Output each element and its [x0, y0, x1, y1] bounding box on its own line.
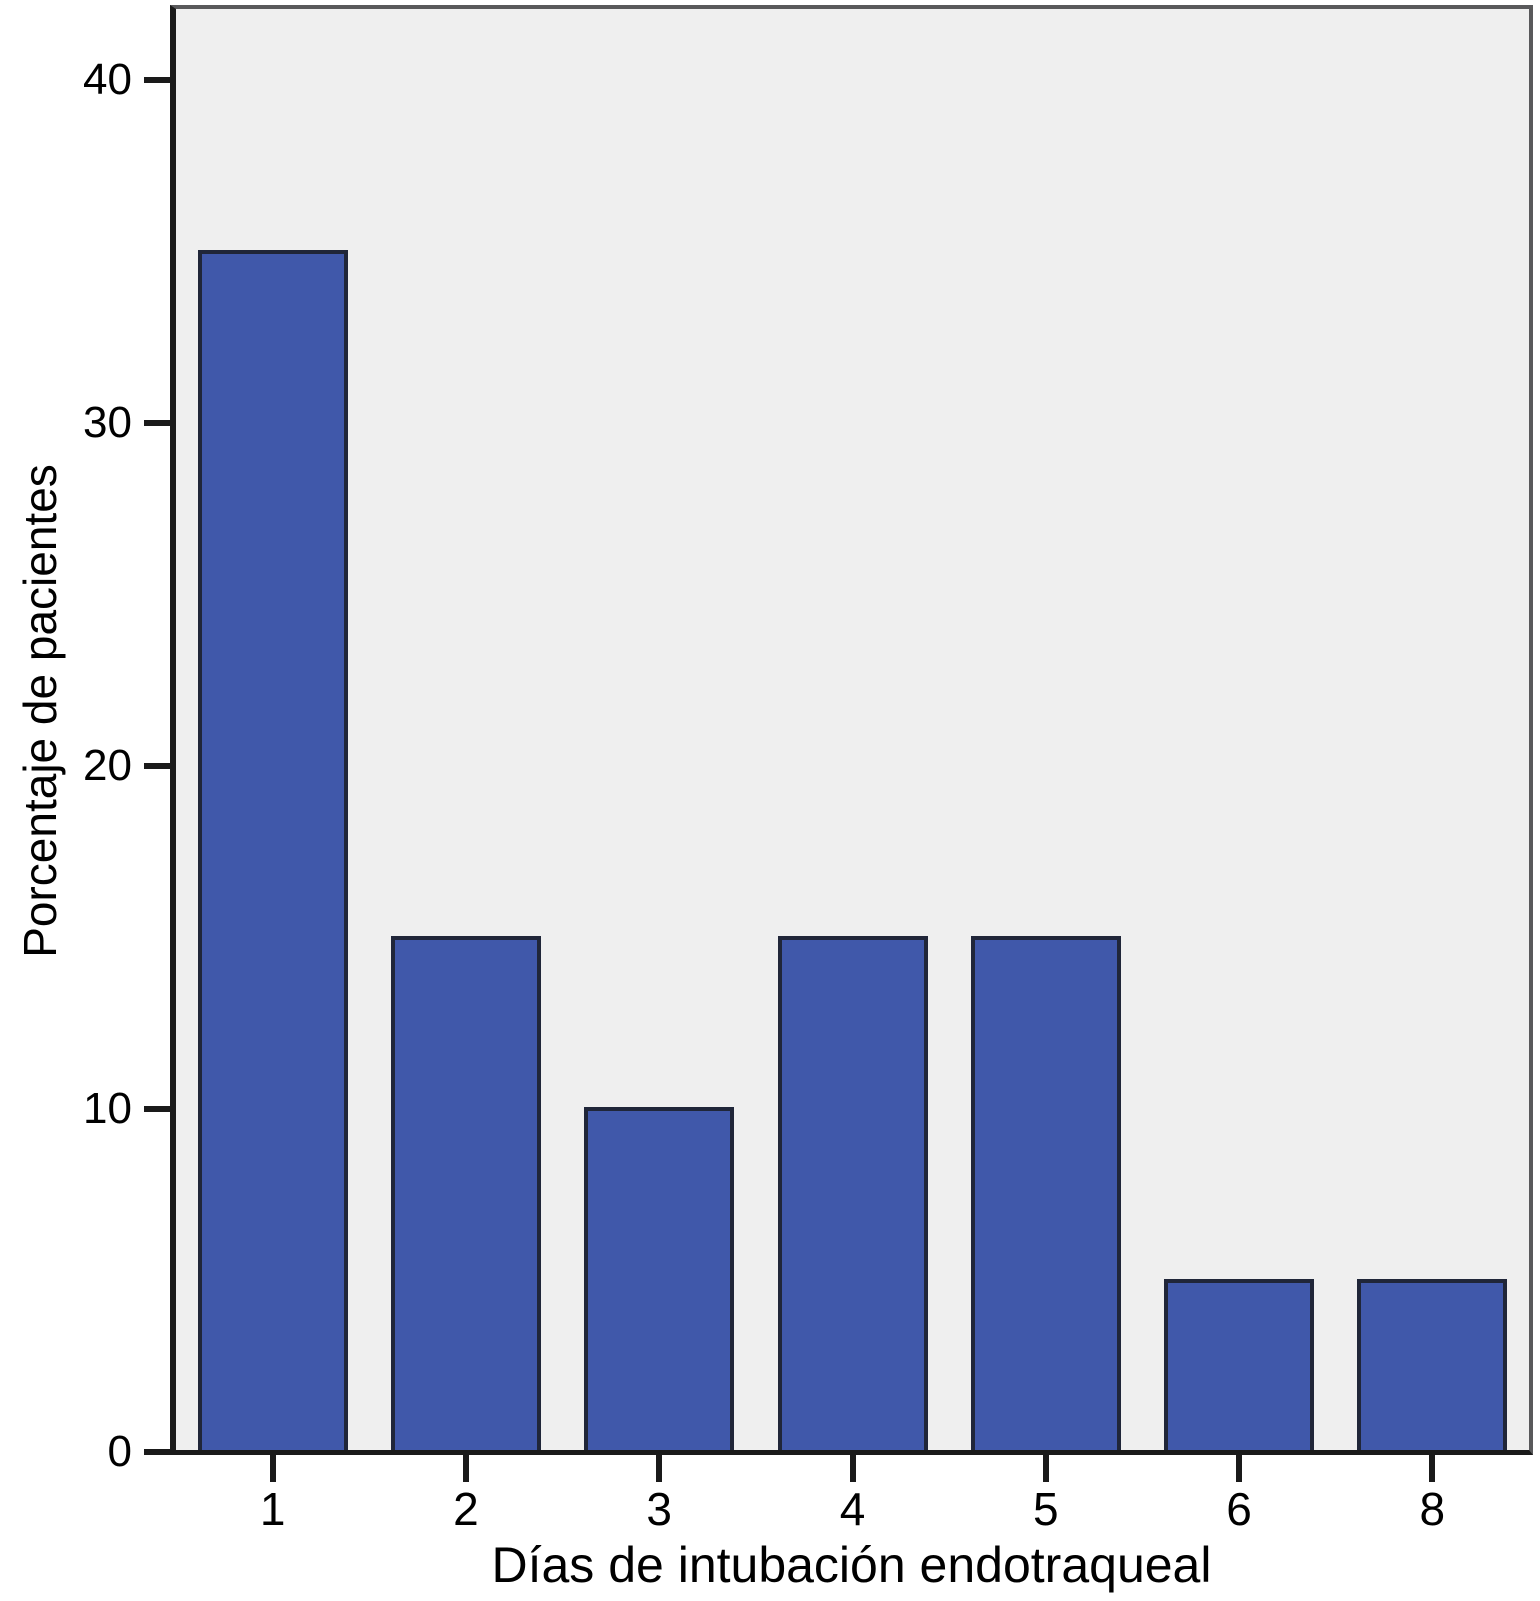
x-tick-mark [656, 1455, 663, 1482]
x-tick-mark [462, 1455, 469, 1482]
x-tick-label: 1 [259, 1483, 286, 1535]
y-tick-label: 30 [83, 398, 132, 447]
x-tick-mark [849, 1455, 856, 1482]
x-axis-label: Días de intubación endotraqueal [491, 1537, 1212, 1593]
bar-day-4 [777, 935, 928, 1450]
bar-day-8 [1357, 1278, 1508, 1450]
y-tick-label: 10 [83, 1084, 132, 1133]
bar-day-5 [970, 935, 1121, 1450]
x-tick-label: 6 [1226, 1483, 1252, 1535]
y-tick-mark [144, 1106, 171, 1112]
bar-day-3 [584, 1107, 735, 1450]
plot-area [170, 5, 1533, 1455]
y-tick-mark [144, 420, 171, 426]
x-tick-label: 8 [1419, 1483, 1446, 1535]
x-tick-mark [1236, 1455, 1243, 1482]
y-tick-label: 20 [83, 741, 132, 790]
x-tick-mark [269, 1455, 276, 1482]
x-tick-label: 2 [453, 1483, 479, 1535]
bars-container [176, 9, 1529, 1450]
y-tick-mark [144, 1449, 171, 1455]
y-tick-label: 40 [83, 55, 132, 104]
bar-day-6 [1164, 1278, 1315, 1450]
bar-day-2 [390, 935, 541, 1450]
x-tick-label: 3 [646, 1483, 672, 1535]
x-tick-label: 5 [1032, 1483, 1059, 1535]
x-tick-mark [1429, 1455, 1436, 1482]
y-tick-label: 0 [107, 1427, 132, 1476]
y-tick-mark [144, 763, 171, 769]
x-tick-mark [1042, 1455, 1049, 1482]
y-tick-mark [144, 77, 171, 83]
bar-day-1 [197, 249, 348, 1450]
x-tick-label: 4 [839, 1483, 866, 1535]
